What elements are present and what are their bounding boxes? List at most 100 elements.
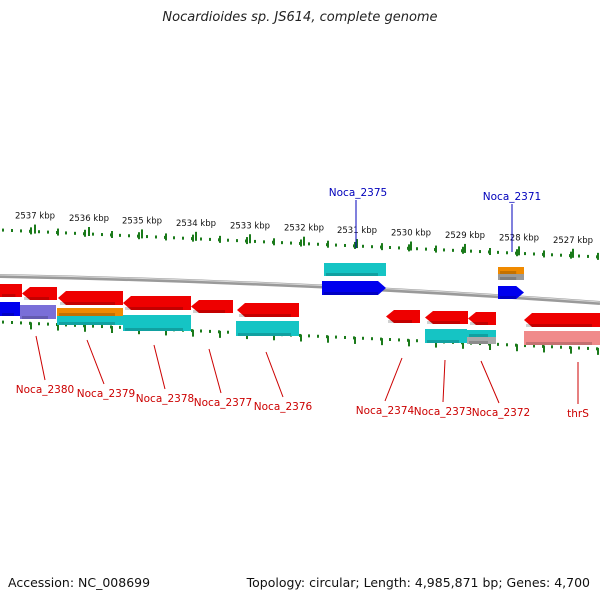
inner-track-dot [560,345,562,349]
inner-minor-tick [381,338,383,346]
gene-noca-2381 [0,284,22,297]
outer-track-dot [155,235,157,239]
kbp-tick-label: 2536 kbp [69,214,109,224]
inner-track-dot [47,322,49,326]
inner-track-dot [101,325,103,329]
inner-track-dot [11,320,13,324]
inner-track-dot [362,336,364,340]
label-leader-line [480,360,500,404]
major-tick [34,224,36,234]
gene-noca-2380 [22,287,57,300]
outer-minor-tick [138,232,140,240]
gene-cyan-2372 [467,330,496,337]
inner-track-dot [209,329,211,333]
inner-minor-tick [165,328,167,336]
outer-track-dot [209,237,211,241]
kbp-tick-label: 2528 kbp [499,233,539,243]
inner-minor-tick [84,324,86,332]
outer-track-dot [452,248,454,252]
outer-track-dot [560,253,562,257]
label-leader-line [153,344,166,390]
gene-cyan-2373 [425,329,467,343]
outer-track-dot [524,252,526,256]
inner-minor-tick [543,345,545,353]
outer-minor-tick [381,243,383,251]
map-title: Nocardioides sp. JS614, complete genome [162,10,438,25]
inner-track-dot [344,335,346,339]
inner-track-dot [398,338,400,342]
outer-track-dot [578,254,580,258]
kbp-tick-label: 2530 kbp [391,228,431,238]
outer-track-dot [308,242,310,246]
gene-label: Noca_2374 [356,405,415,417]
major-tick [356,239,358,249]
inner-track-dot [551,345,553,349]
inner-track-dot [92,324,94,328]
outer-track-dot [263,240,265,244]
inner-track-dot [119,325,121,329]
gene-blue-left [0,302,20,316]
outer-track-dot [2,228,4,232]
kbp-tick-label: 2532 kbp [284,224,324,234]
kbp-tick-label: 2527 kbp [553,236,593,246]
major-tick [195,231,197,241]
major-tick [518,246,520,256]
outer-track-dot [470,249,472,253]
outer-track-dot [290,241,292,245]
gene-label: Noca_2380 [16,384,74,396]
gene-noca-2377 [191,300,233,313]
gene-label: Noca_2373 [414,406,472,418]
outer-minor-tick [408,244,410,252]
inner-track-dot [533,344,535,348]
label-leader-line [384,357,403,402]
inner-track-dot [389,338,391,342]
outer-track-dot [236,239,238,243]
gene-purple [20,305,56,319]
inner-minor-tick [111,325,113,333]
inner-minor-tick [219,330,221,338]
gene-noca-2372 [468,312,496,325]
outer-minor-tick [354,241,356,249]
major-tick [410,241,412,251]
kbp-tick-label: 2529 kbp [445,231,485,241]
outer-track-dot [146,235,148,239]
inner-minor-tick [462,341,464,349]
outer-minor-tick [570,251,572,259]
kbp-tick-label: 2531 kbp [337,226,377,236]
accession-text: Accession: NC_008699 [8,575,151,590]
outer-track-dot [101,233,103,237]
inner-minor-tick [273,333,275,341]
outer-track-dot [497,250,499,254]
outer-minor-tick [489,248,491,256]
gene-grey-2372 [467,337,496,344]
outer-track-dot [362,244,364,248]
kbp-tick-label: 2535 kbp [122,216,162,226]
outer-track-dot [227,238,229,242]
outer-minor-tick [543,250,545,258]
outer-track-dot [317,242,319,246]
inner-minor-tick [327,335,329,343]
outer-track-dot [506,251,508,255]
outer-minor-tick [111,230,113,238]
label-leader-line [35,335,46,381]
outer-minor-tick [300,239,302,247]
inner-track-dot [587,346,589,350]
gene-noca-2371-grey [498,274,524,280]
outer-track-dot [47,230,49,234]
major-tick [572,248,574,258]
outer-track-dot [92,232,94,236]
outer-track-dot [254,239,256,243]
gene-label: Noca_2376 [254,401,313,413]
gene-label: Noca_2378 [136,393,194,405]
outer-minor-tick [597,252,599,260]
outer-track-dot [443,248,445,252]
label-leader-line [265,351,284,398]
outer-minor-tick [192,234,194,242]
outer-track-dot [479,250,481,254]
kbp-tick-label: 2537 kbp [15,212,55,222]
gene-label: Noca_2379 [77,388,135,400]
inner-minor-tick [435,340,437,348]
label-leader-line [86,339,105,385]
outer-minor-tick [219,235,221,243]
